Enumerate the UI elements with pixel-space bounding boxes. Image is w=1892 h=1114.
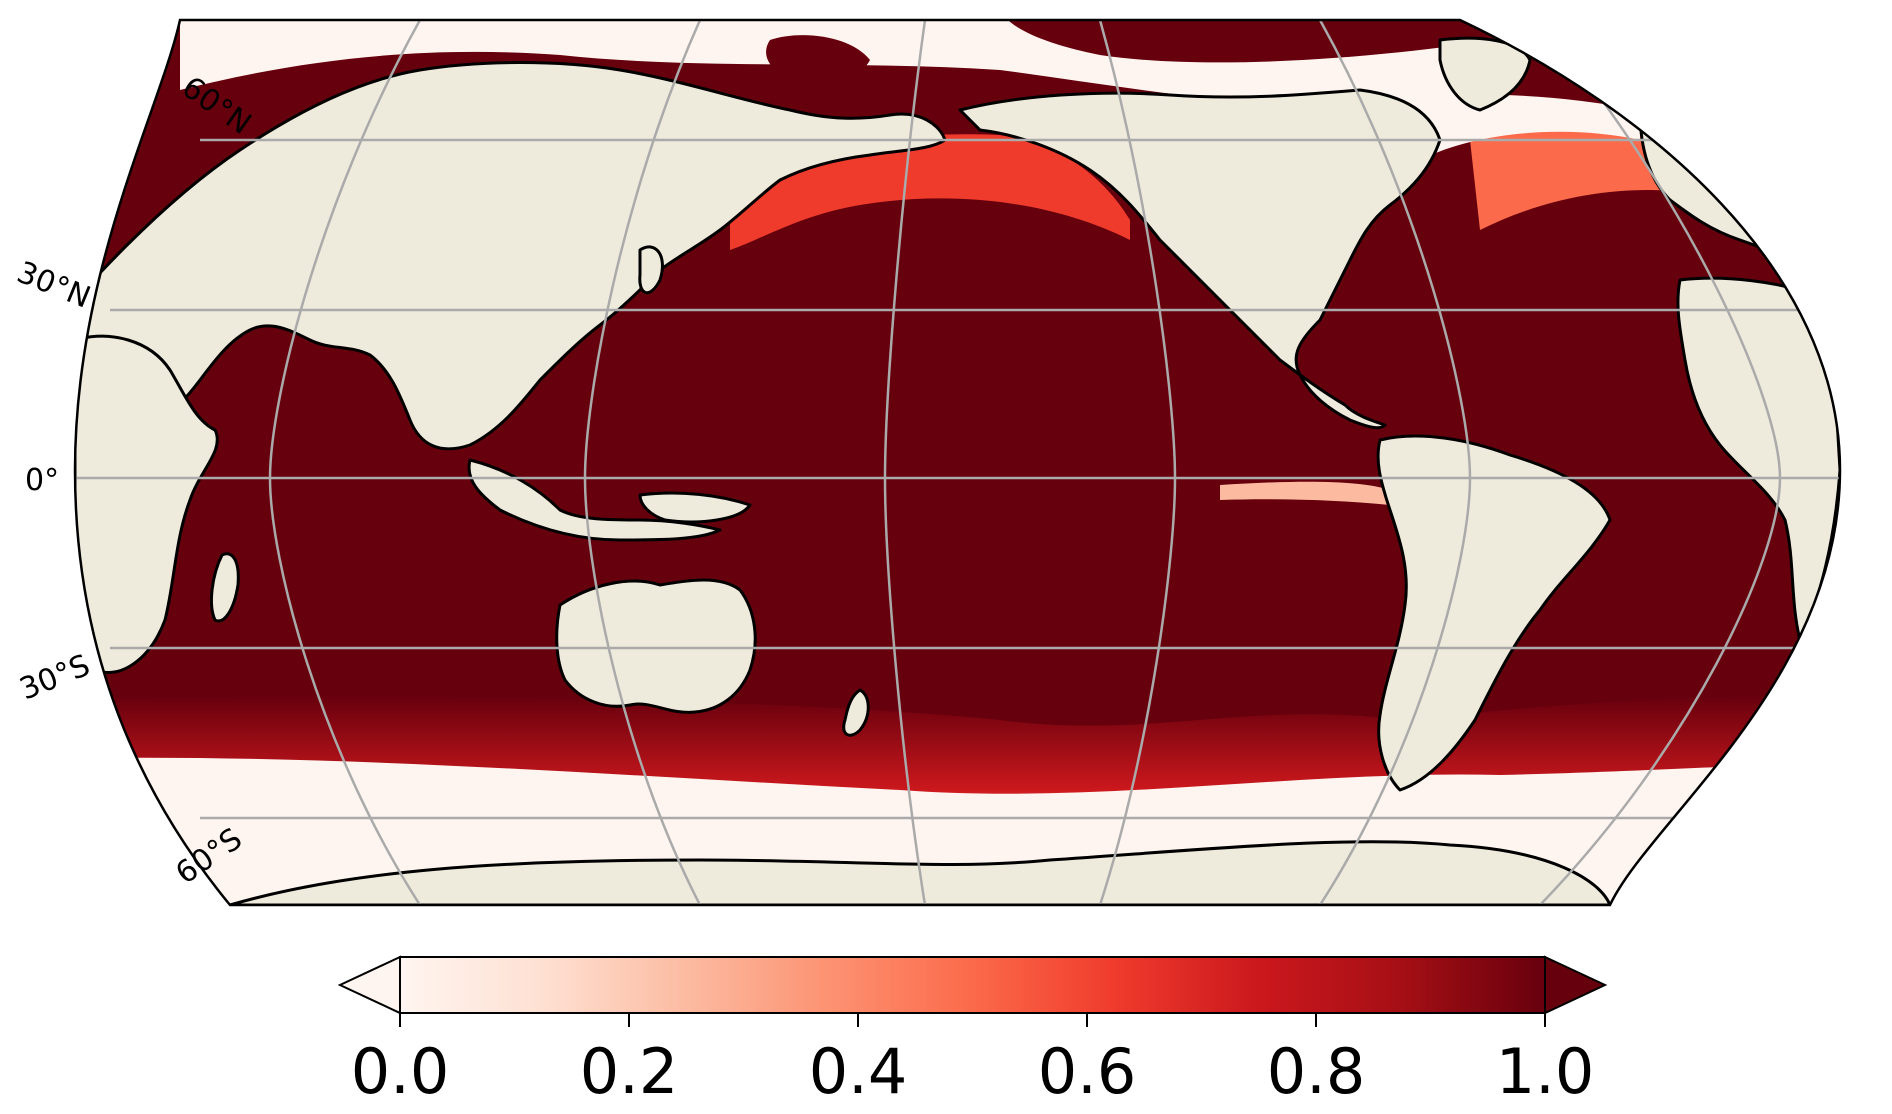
gridline-lon-5: [1318, 20, 1472, 905]
land-eurasia: [75, 61, 947, 451]
gridline-lon-3: [883, 20, 927, 905]
gridline-lon-4: [1098, 20, 1177, 905]
land-layer: [75, 36, 1840, 905]
north-atlantic-low: [1400, 94, 1640, 160]
land-new-zealand: [842, 688, 870, 737]
land-japan: [638, 245, 664, 294]
arctic-red-patch-2: [1000, 20, 1460, 63]
colorbar-body: [399, 956, 1546, 1014]
colorbar-ticks: 0.0 0.2 0.4 0.6 0.8 1.0: [351, 1013, 1595, 1108]
land-greenland: [1438, 36, 1532, 112]
land-sea-islands: [467, 458, 722, 542]
gridline-lon-6: [1539, 20, 1782, 905]
colorbar: 0.0 0.2 0.4 0.6 0.8 1.0: [337, 955, 1608, 1108]
land-south-america: [1376, 434, 1612, 792]
land-madagascar: [209, 552, 240, 623]
colorbar-tick-label: 0.4: [809, 1035, 908, 1108]
land-north-america: [958, 88, 1442, 430]
colorbar-extend-low: [337, 955, 401, 1015]
colorbar-tick-label: 0.8: [1267, 1035, 1366, 1108]
map-boundary: [73, 18, 1842, 907]
colorbar-tick-label: 0.6: [1038, 1035, 1137, 1108]
colorbar-tick-label: 0.2: [580, 1035, 679, 1108]
gridline-lon-1: [268, 20, 422, 905]
lat-label-0: 0°: [25, 463, 59, 498]
land-new-guinea: [638, 491, 752, 524]
land-australia: [555, 578, 757, 714]
gridlines: [75, 20, 1840, 905]
lat-label-30n: 30°N: [12, 255, 95, 316]
colorbar-extend-high: [1544, 955, 1608, 1015]
colorbar-tick-label: 0.0: [351, 1035, 450, 1108]
east-pacific-low-strip: [1220, 481, 1390, 505]
gridline-lon-2: [583, 20, 702, 905]
lat-label-30s: 30°S: [15, 648, 95, 708]
colorbar-tick-label: 1.0: [1496, 1035, 1595, 1108]
arctic-red-patch: [766, 35, 870, 84]
